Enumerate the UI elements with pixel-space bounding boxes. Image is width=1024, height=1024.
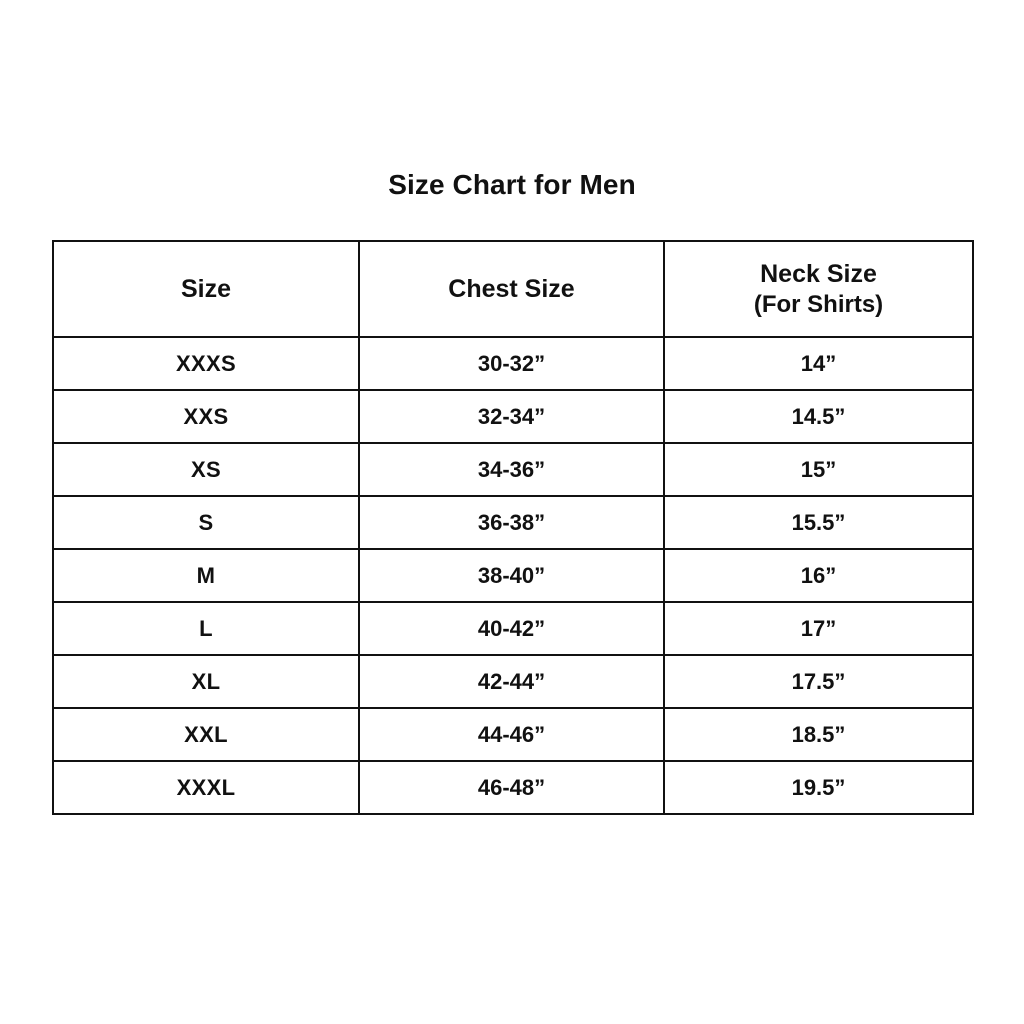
column-header-chest-size: Chest Size (358, 240, 665, 338)
column-header-size-label: Size (180, 275, 232, 303)
cell-neck: 17.5” (663, 654, 974, 709)
size-chart-container: Size Chest Size Neck Size (For Shirts) X… (52, 240, 974, 815)
table-body: XXXS 30-32” 14” XXS 32-34” 14.5” XS 34-3… (52, 336, 974, 815)
cell-size: XXS (52, 389, 360, 444)
table-row: XXXS 30-32” 14” (52, 336, 974, 391)
cell-chest: 34-36” (358, 442, 665, 497)
cell-size: XXXS (52, 336, 360, 391)
cell-size: XXXL (52, 760, 360, 815)
size-chart-table: Size Chest Size Neck Size (For Shirts) X… (52, 240, 974, 815)
cell-size: XL (52, 654, 360, 709)
cell-chest: 36-38” (358, 495, 665, 550)
cell-neck: 18.5” (663, 707, 974, 762)
table-row: XXL 44-46” 18.5” (52, 707, 974, 762)
table-row: XS 34-36” 15” (52, 442, 974, 497)
cell-chest: 30-32” (358, 336, 665, 391)
cell-chest: 42-44” (358, 654, 665, 709)
cell-neck: 19.5” (663, 760, 974, 815)
cell-chest: 38-40” (358, 548, 665, 603)
cell-neck: 16” (663, 548, 974, 603)
cell-neck: 14.5” (663, 389, 974, 444)
cell-neck: 15.5” (663, 495, 974, 550)
column-header-size: Size (52, 240, 360, 338)
table-row: XXXL 46-48” 19.5” (52, 760, 974, 815)
cell-size: L (52, 601, 360, 656)
cell-neck: 17” (663, 601, 974, 656)
column-header-neck-size-sublabel: (For Shirts) (753, 290, 884, 318)
table-header-row: Size Chest Size Neck Size (For Shirts) (52, 240, 974, 338)
table-row: M 38-40” 16” (52, 548, 974, 603)
table-row: XXS 32-34” 14.5” (52, 389, 974, 444)
table-row: S 36-38” 15.5” (52, 495, 974, 550)
table-row: L 40-42” 17” (52, 601, 974, 656)
cell-chest: 40-42” (358, 601, 665, 656)
table-header: Size Chest Size Neck Size (For Shirts) (52, 240, 974, 338)
cell-size: S (52, 495, 360, 550)
cell-neck: 14” (663, 336, 974, 391)
column-header-neck-size: Neck Size (For Shirts) (663, 240, 974, 338)
cell-size: XS (52, 442, 360, 497)
column-header-neck-size-label: Neck Size (760, 259, 877, 288)
table-row: XL 42-44” 17.5” (52, 654, 974, 709)
cell-chest: 32-34” (358, 389, 665, 444)
column-header-chest-size-label: Chest Size (448, 275, 575, 303)
cell-size: M (52, 548, 360, 603)
cell-chest: 46-48” (358, 760, 665, 815)
page-title: Size Chart for Men (388, 169, 636, 200)
cell-chest: 44-46” (358, 707, 665, 762)
cell-neck: 15” (663, 442, 974, 497)
cell-size: XXL (52, 707, 360, 762)
